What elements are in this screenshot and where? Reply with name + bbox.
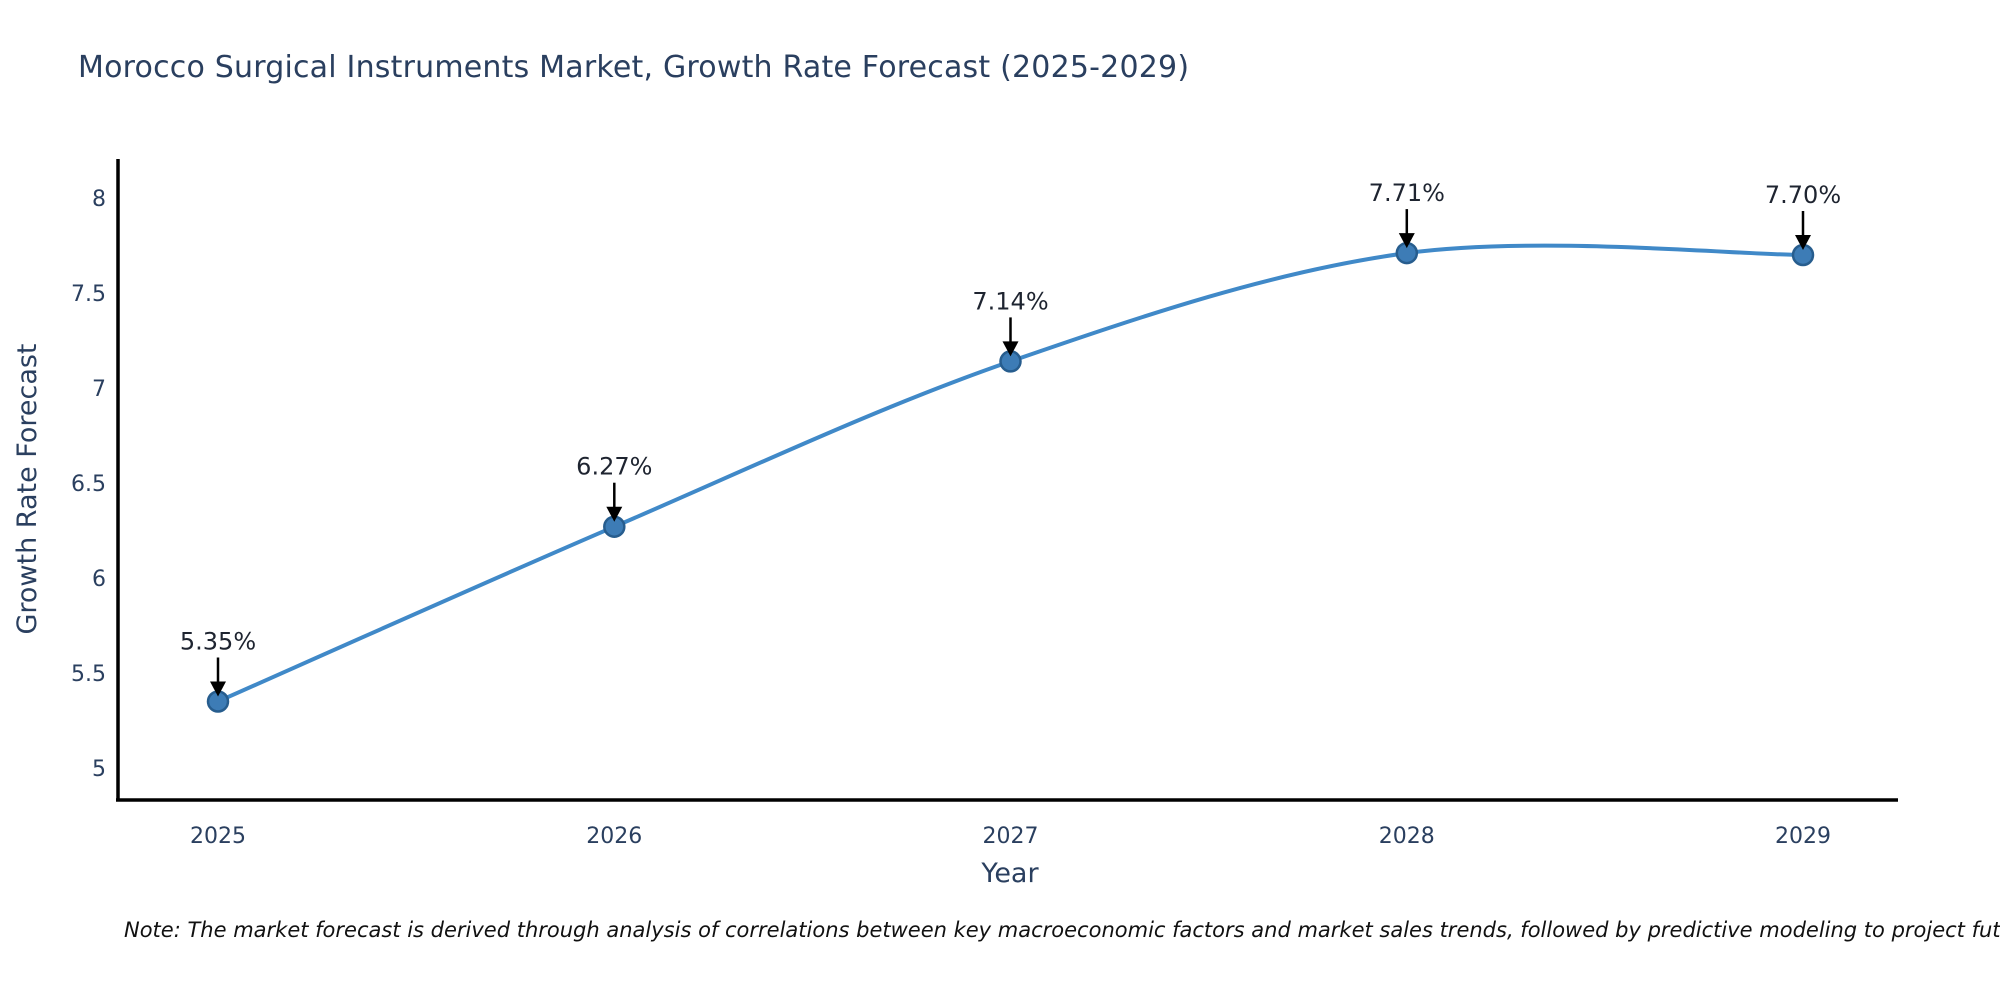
footnote: Note: The market forecast is derived thr… xyxy=(124,918,2000,942)
annotation-arrowhead-icon xyxy=(606,506,623,522)
y-axis-title: Growth Rate Forecast xyxy=(12,343,43,634)
y-tick-label: 7 xyxy=(92,377,106,402)
annotation-arrowhead-icon xyxy=(1398,233,1415,249)
y-tick-label: 6 xyxy=(92,567,106,592)
data-point-label: 6.27% xyxy=(576,453,652,481)
annotation-arrowhead-icon xyxy=(1795,235,1811,250)
data-point-label: 5.35% xyxy=(180,628,256,656)
data-point-label: 7.70% xyxy=(1765,181,1841,209)
data-point-label: 7.71% xyxy=(1369,179,1445,207)
y-tick-label: 8 xyxy=(92,187,106,212)
y-tick-label: 6.5 xyxy=(71,472,106,497)
annotation-arrowhead-icon xyxy=(1002,341,1019,357)
chart-title: Morocco Surgical Instruments Market, Gro… xyxy=(78,50,1190,85)
x-tick-label: 2027 xyxy=(983,824,1039,849)
annotation-arrowhead-icon xyxy=(210,681,226,697)
data-point-label: 7.14% xyxy=(972,287,1048,315)
y-tick-label: 5 xyxy=(92,757,106,782)
x-tick-label: 2028 xyxy=(1379,824,1435,849)
y-tick-label: 5.5 xyxy=(71,662,106,687)
x-tick-label: 2026 xyxy=(586,824,642,849)
x-tick-label: 2025 xyxy=(190,824,246,849)
y-tick-label: 7.5 xyxy=(71,282,106,307)
x-axis-title: Year xyxy=(980,858,1039,889)
x-tick-label: 2029 xyxy=(1775,824,1831,849)
